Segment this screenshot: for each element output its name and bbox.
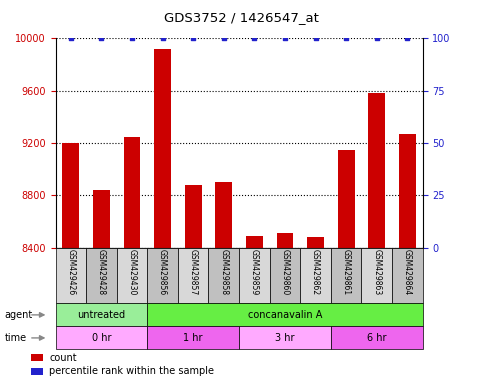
Bar: [93, 190, 110, 248]
Point: [220, 35, 227, 41]
Bar: [86, 248, 117, 303]
Point: [281, 35, 289, 41]
Text: agent: agent: [5, 310, 33, 320]
Bar: [56, 303, 147, 326]
Bar: [239, 248, 270, 303]
Bar: [270, 248, 300, 303]
Bar: [392, 248, 423, 303]
Bar: [124, 136, 141, 248]
Text: 1 hr: 1 hr: [184, 333, 203, 343]
Text: GSM429859: GSM429859: [250, 249, 259, 296]
Bar: [31, 368, 43, 375]
Text: 0 hr: 0 hr: [92, 333, 111, 343]
Bar: [31, 354, 43, 361]
Point: [342, 35, 350, 41]
Point: [312, 35, 319, 41]
Text: concanavalin A: concanavalin A: [248, 310, 322, 320]
Bar: [117, 248, 147, 303]
Text: GDS3752 / 1426547_at: GDS3752 / 1426547_at: [164, 11, 319, 24]
Bar: [62, 143, 79, 248]
Bar: [178, 248, 209, 303]
Text: GSM429430: GSM429430: [128, 249, 137, 296]
Bar: [147, 248, 178, 303]
Point: [403, 35, 411, 41]
Point: [159, 35, 167, 41]
Point: [128, 35, 136, 41]
Text: GSM429862: GSM429862: [311, 249, 320, 295]
Bar: [209, 248, 239, 303]
Text: GSM429856: GSM429856: [158, 249, 167, 296]
Bar: [215, 182, 232, 248]
Bar: [331, 326, 423, 349]
Bar: [399, 134, 416, 248]
Point: [189, 35, 197, 41]
Bar: [369, 93, 385, 248]
Bar: [300, 248, 331, 303]
Text: GSM429426: GSM429426: [66, 249, 75, 296]
Text: GSM429860: GSM429860: [281, 249, 289, 296]
Bar: [246, 236, 263, 248]
Point: [98, 35, 105, 41]
Bar: [307, 237, 324, 248]
Text: GSM429428: GSM429428: [97, 249, 106, 295]
Bar: [361, 248, 392, 303]
Text: percentile rank within the sample: percentile rank within the sample: [49, 366, 214, 376]
Bar: [147, 326, 239, 349]
Bar: [185, 185, 201, 248]
Text: GSM429861: GSM429861: [341, 249, 351, 295]
Bar: [154, 49, 171, 248]
Text: GSM429864: GSM429864: [403, 249, 412, 296]
Text: untreated: untreated: [77, 310, 126, 320]
Text: GSM429858: GSM429858: [219, 249, 228, 295]
Bar: [277, 233, 293, 248]
Bar: [147, 303, 423, 326]
Point: [67, 35, 75, 41]
Text: 6 hr: 6 hr: [367, 333, 386, 343]
Bar: [338, 150, 355, 248]
Text: GSM429857: GSM429857: [189, 249, 198, 296]
Text: time: time: [5, 333, 27, 343]
Text: count: count: [49, 353, 77, 362]
Point: [251, 35, 258, 41]
Bar: [331, 248, 361, 303]
Text: GSM429863: GSM429863: [372, 249, 381, 296]
Bar: [56, 248, 86, 303]
Bar: [239, 326, 331, 349]
Bar: [56, 326, 147, 349]
Text: 3 hr: 3 hr: [275, 333, 295, 343]
Point: [373, 35, 381, 41]
